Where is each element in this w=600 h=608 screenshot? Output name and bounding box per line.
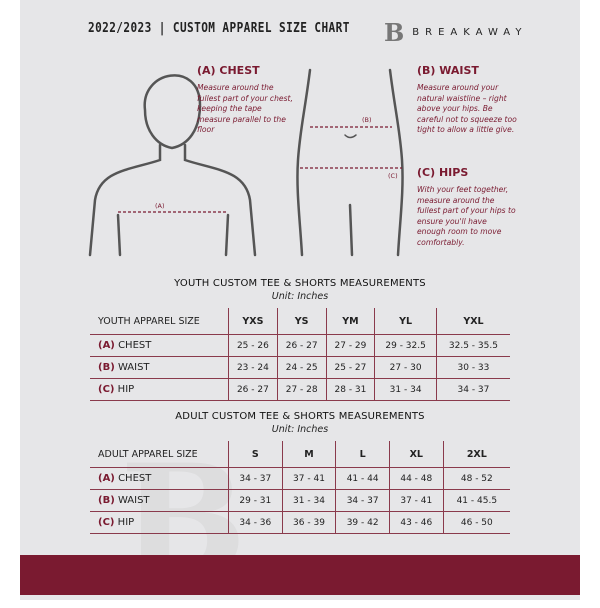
table-row: (C) HIP 26 - 27 27 - 28 28 - 31 31 - 34 34 - … [90, 378, 510, 401]
cell: 25 - 27 [325, 356, 375, 379]
head-outline [143, 74, 202, 150]
brand-logo: B BREAKAWAY [384, 18, 527, 47]
cell: 34 - 37 [435, 378, 510, 401]
cell: 37 - 41 [388, 489, 444, 512]
torso-outline [296, 68, 404, 257]
navel [344, 134, 357, 139]
row-code: (C) [98, 517, 115, 528]
chest-marker: (A) [155, 202, 165, 210]
row-code: (A) [98, 473, 115, 484]
table-row: (A) CHEST 25 - 26 26 - 27 27 - 29 29 - 32.5 3… [90, 334, 510, 357]
hips-heading: (C) HIPS [417, 166, 469, 179]
cell: 41 - 44 [335, 467, 390, 490]
adult-unit: Unit: Inches [271, 424, 329, 435]
header-cell: 2XL [442, 441, 510, 468]
cell: 30 - 33 [435, 356, 510, 379]
adult-title: ADULT CUSTOM TEE & SHORTS MEASUREMENTS [175, 411, 425, 422]
arm-lines [116, 213, 230, 257]
brand-name: BREAKAWAY [412, 27, 528, 38]
header-cell: S [228, 441, 283, 468]
footer-band [20, 555, 580, 595]
logo-mark: B [384, 18, 405, 47]
table-header-row: YOUTH APPAREL SIZE YXS YS YM YL YXL [90, 308, 510, 335]
header-cell: YS [276, 308, 327, 335]
row-code: (B) [98, 495, 115, 506]
row-code: (B) [98, 362, 115, 373]
cell: 34 - 36 [228, 511, 283, 534]
header-cell: L [335, 441, 390, 468]
cell: 26 - 27 [228, 378, 278, 401]
cell: 44 - 48 [388, 467, 444, 490]
cell: 36 - 39 [281, 511, 336, 534]
cell: 32.5 - 35.5 [435, 334, 510, 357]
page-title: 2022/2023 | CUSTOM APPAREL SIZE CHART [88, 20, 350, 36]
waist-marker: (B) [362, 116, 372, 124]
hip-marker: (C) [388, 172, 398, 180]
row-code: (C) [98, 384, 115, 395]
table-row: (B) WAIST 29 - 31 31 - 34 34 - 37 37 - 41 41 … [90, 489, 510, 512]
cell: 23 - 24 [228, 356, 278, 379]
row-label: HIP [117, 384, 135, 395]
adult-table: ADULT APPAREL SIZE S M L XL 2XL (A) CHEST 34 -… [90, 441, 510, 534]
cell: 27 - 30 [374, 356, 437, 379]
cell: 43 - 46 [388, 511, 444, 534]
table-header-row: ADULT APPAREL SIZE S M L XL 2XL [90, 441, 510, 468]
table-row: (A) CHEST 34 - 37 37 - 41 41 - 44 44 - 48 48 … [90, 467, 510, 490]
youth-unit: Unit: Inches [271, 291, 329, 302]
header-cell: M [281, 441, 336, 468]
cell: 27 - 29 [325, 334, 375, 357]
cell: 34 - 37 [335, 489, 390, 512]
cell: 31 - 34 [374, 378, 437, 401]
cell: 27 - 28 [276, 378, 327, 401]
row-code: (A) [98, 340, 115, 351]
cell: 25 - 26 [228, 334, 278, 357]
cell: 29 - 32.5 [374, 334, 437, 357]
header-cell: XL [388, 441, 444, 468]
cell: 26 - 27 [276, 334, 327, 357]
cell: 48 - 52 [442, 467, 510, 490]
row-label: WAIST [117, 495, 150, 506]
header-cell: YL [374, 308, 437, 335]
header-cell: YOUTH APPAREL SIZE [98, 315, 200, 327]
waist-heading: (B) WAIST [417, 64, 479, 77]
row-label: CHEST [118, 473, 152, 484]
cell: 37 - 41 [281, 467, 336, 490]
cell: 41 - 45.5 [442, 489, 510, 512]
waist-description: Measure around your natural waistline – … [417, 83, 517, 134]
cell: 46 - 50 [442, 511, 510, 534]
youth-title: YOUTH CUSTOM TEE & SHORTS MEASUREMENTS [174, 278, 426, 289]
chest-heading: (A) CHEST [197, 64, 260, 77]
row-label: HIP [117, 517, 135, 528]
cell: 39 - 42 [335, 511, 390, 534]
table-row: (B) WAIST 23 - 24 24 - 25 25 - 27 27 - 30 30 … [90, 356, 510, 379]
hips-description: With your feet together, measure around … [417, 185, 516, 247]
header-cell: YXL [435, 308, 510, 335]
cell: 29 - 31 [228, 489, 283, 512]
row-label: WAIST [117, 362, 150, 373]
cell: 28 - 31 [325, 378, 375, 401]
youth-table: YOUTH APPAREL SIZE YXS YS YM YL YXL (A) CHEST… [90, 308, 510, 401]
cell: 31 - 34 [281, 489, 336, 512]
header-cell: YXS [228, 308, 278, 335]
header-cell: YM [325, 308, 375, 335]
shoulders-outline [88, 143, 257, 257]
row-label: CHEST [118, 340, 152, 351]
header-cell: ADULT APPAREL SIZE [98, 448, 198, 460]
cell: 24 - 25 [276, 356, 327, 379]
chest-description: Measure around the fullest part of your … [197, 83, 293, 134]
body-illustration [88, 68, 404, 257]
table-row: (C) HIP 34 - 36 36 - 39 39 - 42 43 - 46 46 - … [90, 511, 510, 534]
cell: 34 - 37 [228, 467, 283, 490]
